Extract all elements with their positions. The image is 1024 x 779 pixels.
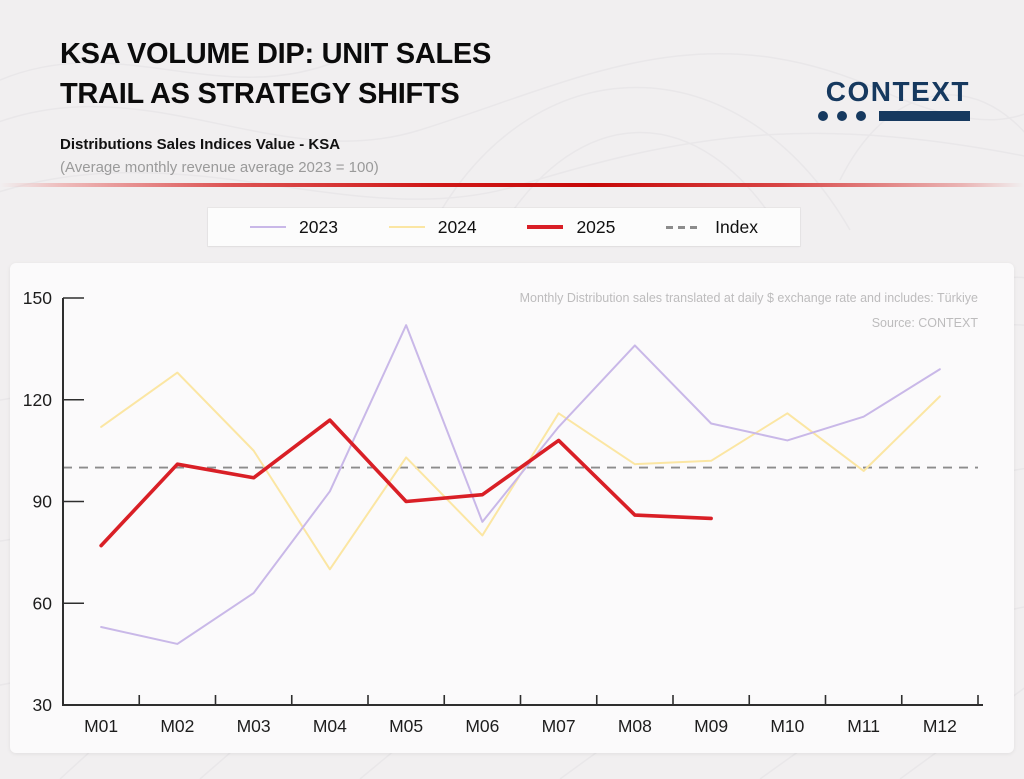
legend-label-2023: 2023	[299, 216, 338, 237]
context-logo: CONTEXT	[814, 78, 970, 121]
svg-text:M10: M10	[770, 716, 804, 736]
logo-dot-icon	[856, 111, 866, 121]
chart-subtitle: Distributions Sales Indices Value - KSA	[60, 136, 341, 154]
legend-label-2024: 2024	[437, 216, 477, 237]
line-chart: 30 60 90 120 150 M01 M02 M03 M04 M05 M06 M07 M08 M09 M…	[23, 288, 983, 736]
svg-text:M12: M12	[923, 716, 957, 736]
svg-text:M07: M07	[542, 716, 576, 736]
logo-underline	[814, 111, 970, 121]
legend-swatch-2023	[250, 225, 286, 229]
svg-text:M04: M04	[313, 716, 347, 736]
svg-text:60: 60	[33, 593, 53, 613]
chart-legend: 2023 2024 2025 Index	[208, 208, 800, 246]
legend-label-index: Index	[715, 216, 758, 237]
svg-text:M05: M05	[389, 716, 423, 736]
legend-swatch-2025	[527, 225, 564, 229]
page-title-line2: TRAIL AS STRATEGY SHIFTS	[60, 78, 460, 111]
legend-label-2025: 2025	[576, 216, 616, 237]
svg-text:M02: M02	[160, 716, 194, 736]
svg-text:90: 90	[33, 492, 53, 512]
chart-source: Source: CONTEXT	[871, 316, 978, 330]
legend-swatch-index	[666, 225, 703, 229]
legend-item-2023: 2023	[250, 217, 338, 238]
svg-text:M08: M08	[618, 716, 652, 736]
logo-dot-icon	[837, 111, 847, 121]
legend-item-index: Index	[666, 217, 758, 238]
chart-card: Monthly Distribution sales translated at…	[10, 263, 1014, 753]
svg-text:M09: M09	[694, 716, 728, 736]
chart-subtitle-note: (Average monthly revenue average 2023 = …	[60, 159, 379, 177]
legend-swatch-2024	[388, 225, 425, 229]
logo-dot-icon	[818, 111, 828, 121]
svg-text:150: 150	[23, 288, 52, 308]
svg-text:M06: M06	[465, 716, 499, 736]
svg-text:30: 30	[33, 695, 53, 715]
header: KSA VOLUME DIP: UNIT SALES TRAIL AS STRA…	[60, 34, 491, 176]
logo-bar	[879, 111, 970, 121]
legend-item-2024: 2024	[388, 216, 477, 238]
legend-item-2025: 2025	[527, 217, 615, 238]
svg-text:120: 120	[23, 390, 52, 410]
svg-text:M03: M03	[237, 716, 271, 736]
svg-text:M01: M01	[84, 716, 118, 736]
logo-text: CONTEXT	[825, 76, 970, 107]
header-divider	[0, 183, 1024, 187]
page-title-line1: KSA VOLUME DIP: UNIT SALES	[60, 38, 491, 70]
svg-text:M11: M11	[847, 716, 880, 736]
chart-footnote: Monthly Distribution sales translated at…	[519, 291, 978, 305]
